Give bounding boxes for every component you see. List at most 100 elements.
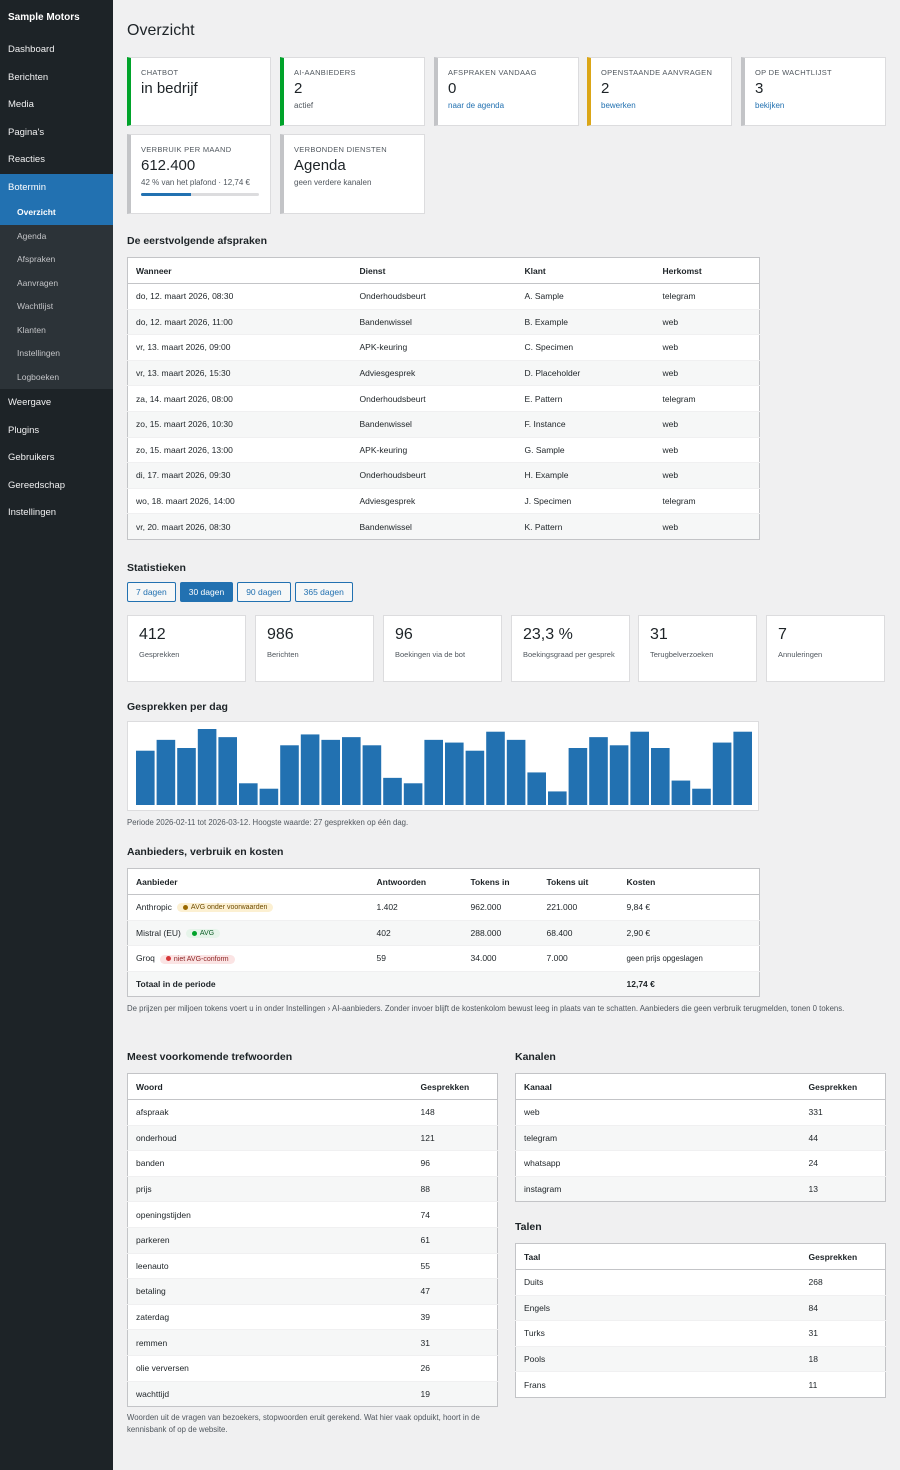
- table-row: telegram 44: [515, 1125, 886, 1152]
- cell-when: do, 12. maart 2026, 08:30: [127, 283, 352, 310]
- card-value: 2: [294, 80, 303, 97]
- col-header: Gesprekken: [412, 1073, 498, 1100]
- card-label: CHATBOT: [141, 68, 179, 77]
- menu-paginas[interactable]: Pagina's: [8, 126, 45, 138]
- table-row: wo, 18. maart 2026, 14:00 Adviesgesprek J.…: [127, 488, 760, 515]
- providers-table: Aanbieder Antwoorden Tokens in Tokens ui…: [127, 868, 760, 998]
- cell-service: Bandenwissel: [351, 513, 517, 540]
- chart-bar: [568, 748, 588, 805]
- table-row: Mistral (EU) AVG 402 288.000 68.400 2,90 €: [127, 920, 760, 947]
- cell-label: Duits: [515, 1269, 801, 1296]
- menu-dashboard[interactable]: Dashboard: [8, 44, 55, 55]
- table-row: do, 12. maart 2026, 11:00 Bandenwissel B. …: [127, 309, 760, 336]
- cell-count: 19: [412, 1381, 498, 1407]
- agenda-link[interactable]: naar de agenda: [448, 101, 505, 110]
- cell-label: onderhoud: [127, 1125, 413, 1152]
- cell-tout: 7.000: [538, 945, 619, 972]
- table-row: vr, 13. maart 2026, 09:00 APK-keuring C. S…: [127, 334, 760, 361]
- menu-gereedschap[interactable]: Gereedschap: [8, 479, 66, 491]
- cell-provider: Groq niet AVG-conform: [127, 945, 369, 972]
- menu-media[interactable]: Media: [8, 99, 34, 110]
- cell-source: telegram: [654, 283, 760, 310]
- card-label: OPENSTAANDE AANVRAGEN: [601, 68, 713, 77]
- chart-bar: [445, 742, 464, 805]
- range-button[interactable]: 7 dagen: [127, 582, 176, 602]
- submenu-afspraken[interactable]: Afspraken: [17, 254, 56, 264]
- botermin-submenu: Overzicht Agenda Afspraken Aanvragen Wac…: [0, 201, 113, 389]
- range-button[interactable]: 30 dagen: [179, 582, 234, 602]
- cell-label: telegram: [515, 1125, 801, 1152]
- table-row: wachttijd 19: [127, 1381, 498, 1407]
- page-title: Overzicht: [127, 22, 195, 39]
- menu-gebruikers[interactable]: Gebruikers: [8, 452, 55, 463]
- cell-label: parkeren: [127, 1227, 413, 1254]
- menu-plugins[interactable]: Plugins: [8, 424, 40, 436]
- edit-requests-link[interactable]: bewerken: [601, 101, 636, 110]
- cell-service: APK-keuring: [351, 437, 517, 464]
- chart-bar: [300, 734, 320, 805]
- cell-client: J. Specimen: [516, 488, 655, 515]
- menu-reacties[interactable]: Reacties: [8, 154, 45, 165]
- card-label: VERBONDEN DIENSTEN: [294, 145, 387, 154]
- cell-label: wachttijd: [127, 1381, 413, 1407]
- admin-sidebar: Sample Motors Dashboard Berichten Media …: [0, 0, 113, 1470]
- card-monthly-usage: VERBRUIK PER MAAND 612.400 42 % van het …: [127, 134, 271, 214]
- cell-when: do, 12. maart 2026, 11:00: [127, 309, 352, 336]
- card-sub: actief: [294, 101, 314, 110]
- cell-client: F. Instance: [516, 411, 655, 438]
- cell-provider: Mistral (EU) AVG: [127, 920, 369, 947]
- card-chatbot: CHATBOT in bedrijf: [127, 57, 271, 126]
- submenu-wachtlijst[interactable]: Wachtlijst: [17, 301, 54, 311]
- menu-instellingen[interactable]: Instellingen: [8, 507, 57, 518]
- keywords-note: Woorden uit de vragen van bezoekers, sto…: [127, 1413, 480, 1434]
- cell-label: leenauto: [127, 1253, 413, 1280]
- range-button[interactable]: 365 dagen: [294, 582, 353, 602]
- card-label: AFSPRAKEN VANDAAG: [448, 68, 537, 77]
- view-waitlist-link[interactable]: bekijken: [755, 101, 785, 110]
- site-name[interactable]: Sample Motors: [8, 12, 80, 23]
- cell-service: Onderhoudsbeurt: [351, 283, 517, 310]
- cell-label: banden: [127, 1150, 413, 1177]
- cell-source: web: [654, 513, 760, 540]
- submenu-instellingen[interactable]: Instellingen: [17, 348, 61, 358]
- cell-count: 44: [800, 1125, 886, 1152]
- statistics-heading: Statistieken: [127, 562, 186, 574]
- cell-cost: geen prijs opgeslagen: [618, 945, 760, 972]
- range-button[interactable]: 90 dagen: [237, 582, 291, 602]
- cell-service: Adviesgesprek: [351, 360, 517, 387]
- appointments-heading: De eerstvolgende afspraken: [127, 235, 268, 247]
- stat-value: 23,3 %: [523, 626, 573, 643]
- submenu-klanten[interactable]: Klanten: [17, 324, 46, 335]
- cell-count: 84: [800, 1295, 886, 1322]
- table-row: Pools 18: [515, 1346, 886, 1373]
- menu-berichten[interactable]: Berichten: [8, 71, 49, 83]
- total-cost: 12,74 €: [618, 971, 760, 997]
- cell-label: afspraak: [127, 1099, 413, 1126]
- card-connected-services: VERBONDEN DIENSTEN Agenda geen verdere k…: [280, 134, 425, 214]
- usage-progress-fill: [141, 193, 191, 196]
- submenu-agenda[interactable]: Agenda: [17, 230, 47, 241]
- table-row: parkeren 61: [127, 1227, 498, 1254]
- table-row: remmen 31: [127, 1329, 498, 1356]
- table-row: Frans 11: [516, 1372, 886, 1398]
- channels-table: Kanaal Gesprekken web 331 telegram 44 whatsa…: [515, 1073, 886, 1203]
- menu-botermin[interactable]: Botermin: [0, 173, 113, 201]
- chart-bar: [651, 748, 670, 805]
- chart-bar: [692, 788, 711, 805]
- submenu-aanvragen[interactable]: Aanvragen: [17, 277, 59, 288]
- chart-bar: [486, 731, 505, 805]
- stat-tile: 986 Berichten: [255, 615, 374, 682]
- badge-label: AVG onder voorwaarden: [190, 904, 268, 912]
- stat-label: Terugbelverzoeken: [650, 650, 714, 659]
- submenu-overzicht[interactable]: Overzicht: [0, 201, 113, 225]
- menu-weergave[interactable]: Weergave: [8, 397, 52, 408]
- submenu-logboeken[interactable]: Logboeken: [17, 371, 60, 382]
- stat-tile: 31 Terugbelverzoeken: [638, 615, 757, 682]
- card-ai-providers: AI-AANBIEDERS 2 actief: [280, 57, 425, 126]
- table-row: betaling 47: [127, 1278, 498, 1305]
- stat-tile: 7 Annuleringen: [766, 615, 885, 682]
- cell-client: K. Pattern: [516, 513, 655, 540]
- providers-note: De prijzen per miljoen tokens voert u in…: [127, 1004, 845, 1013]
- col-header: Herkomst: [654, 257, 760, 284]
- cell-tout: 68.400: [538, 920, 619, 947]
